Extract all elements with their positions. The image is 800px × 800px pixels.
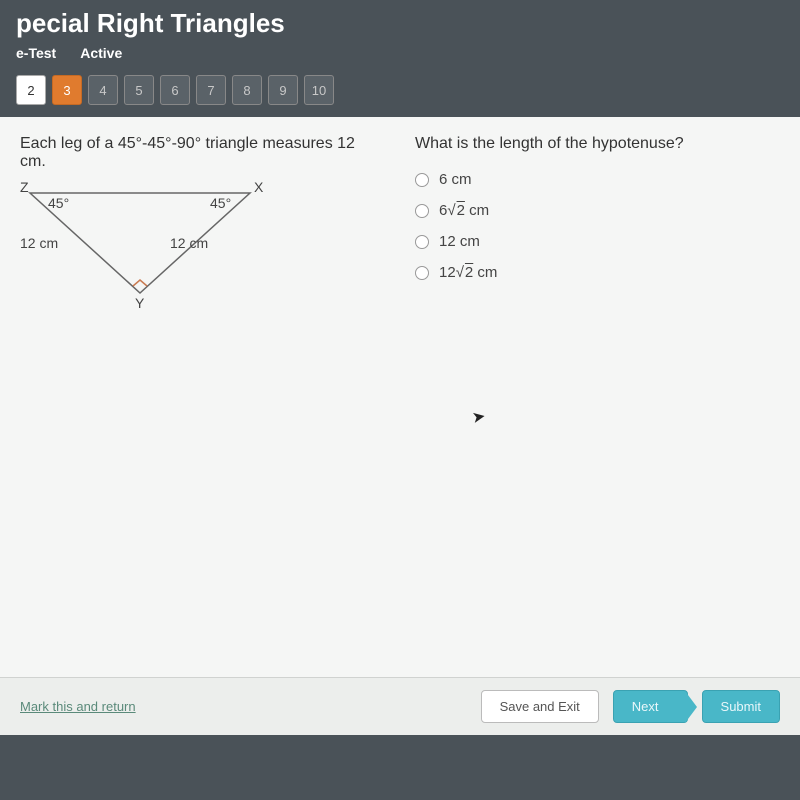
save-exit-button[interactable]: Save and Exit [481,690,599,723]
vertex-y: Y [135,295,144,311]
qnav-item-10[interactable]: 10 [304,75,334,105]
cursor-icon: ➤ [470,406,487,428]
triangle-diagram: Z X Y 45° 45° 12 cm 12 cm [20,183,280,343]
answer-options: 6 cm 6√2 cm 12 cm 12√2 cm [415,171,780,281]
radio-icon [415,173,429,187]
qnav-item-7[interactable]: 7 [196,75,226,105]
content-area: Each leg of a 45°-45°-90° triangle measu… [0,117,800,677]
radio-icon [415,204,429,218]
option-a[interactable]: 6 cm [415,171,780,188]
qnav-item-2[interactable]: 2 [16,75,46,105]
tab-pretest[interactable]: e-Test [16,45,56,61]
question-nav: 2 3 4 5 6 7 8 9 10 [0,69,800,117]
option-a-label: 6 cm [439,171,472,188]
option-d-label: 12√2 cm [439,264,497,281]
mark-and-return-link[interactable]: Mark this and return [20,699,467,714]
option-c-label: 12 cm [439,233,480,250]
left-column: Each leg of a 45°-45°-90° triangle measu… [20,135,385,659]
leg-left-label: 12 cm [20,235,58,251]
tab-active[interactable]: Active [80,45,122,61]
qnav-item-6[interactable]: 6 [160,75,190,105]
angle-right: 45° [210,195,231,211]
header: pecial Right Triangles e-Test Active [0,0,800,69]
radio-icon [415,266,429,280]
submit-button[interactable]: Submit [702,690,780,723]
question-text: What is the length of the hypotenuse? [415,135,780,153]
option-b[interactable]: 6√2 cm [415,202,780,219]
qnav-item-9[interactable]: 9 [268,75,298,105]
next-button[interactable]: Next [613,690,688,723]
header-tabs: e-Test Active [16,45,784,61]
question-prompt: Each leg of a 45°-45°-90° triangle measu… [20,135,385,171]
option-d[interactable]: 12√2 cm [415,264,780,281]
right-column: What is the length of the hypotenuse? 6 … [415,135,780,659]
page-title: pecial Right Triangles [16,8,784,39]
radio-icon [415,235,429,249]
vertex-x: X [254,179,263,195]
qnav-item-3[interactable]: 3 [52,75,82,105]
option-b-label: 6√2 cm [439,202,489,219]
footer-bar: Mark this and return Save and Exit Next … [0,677,800,735]
vertex-z: Z [20,179,29,195]
angle-left: 45° [48,195,69,211]
qnav-item-4[interactable]: 4 [88,75,118,105]
leg-right-label: 12 cm [170,235,208,251]
qnav-item-5[interactable]: 5 [124,75,154,105]
option-c[interactable]: 12 cm [415,233,780,250]
qnav-item-8[interactable]: 8 [232,75,262,105]
